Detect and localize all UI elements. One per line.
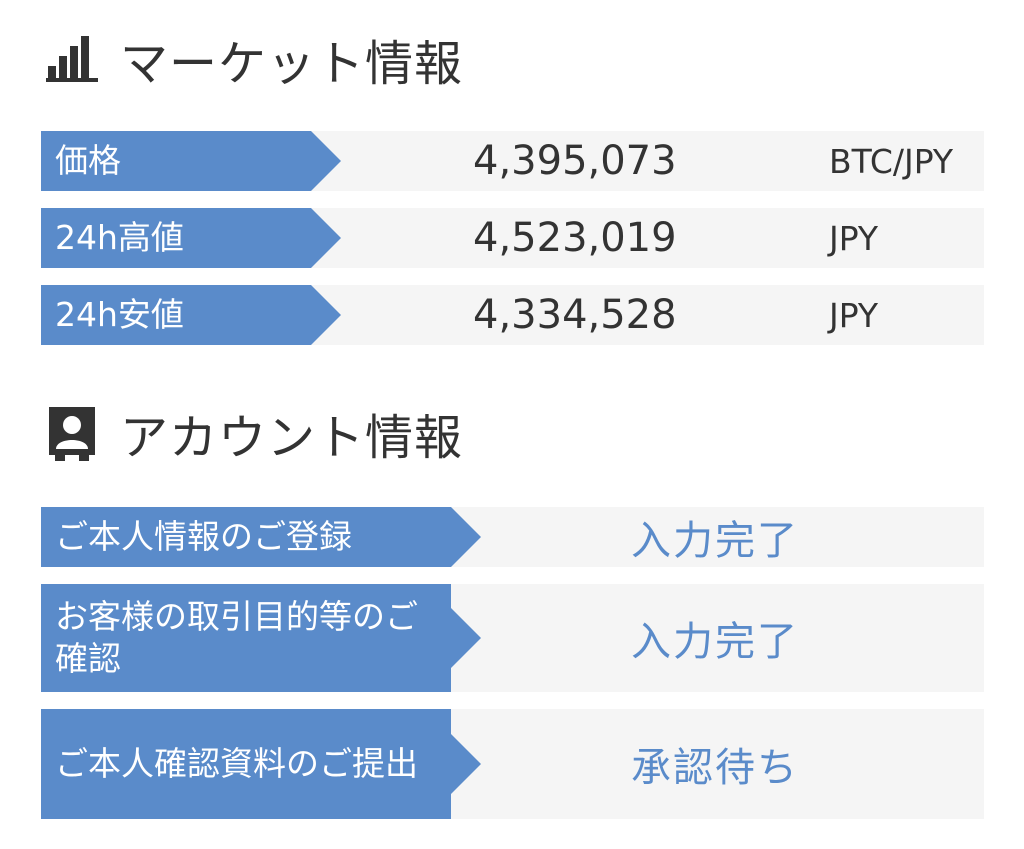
person-id-icon	[44, 405, 100, 461]
account-row-id-documents[interactable]: ご本人確認資料のご提出 承認待ち	[41, 709, 984, 819]
status-label: 入力完了	[631, 518, 799, 564]
price-value: 4,395,073	[473, 138, 677, 184]
high-unit: JPY	[829, 218, 879, 258]
market-row-24h-low: 24h安値 4,334,528 JPY	[41, 285, 984, 345]
row-label: 価格	[41, 131, 341, 191]
row-label: ご本人確認資料のご提出	[41, 709, 481, 819]
status-label: 承認待ち	[631, 745, 799, 791]
account-section-header: アカウント情報	[44, 400, 463, 466]
row-label: お客様の取引目的等のご確認	[41, 584, 481, 692]
status-label: 入力完了	[631, 619, 799, 665]
account-row-trade-purpose[interactable]: お客様の取引目的等のご確認 入力完了	[41, 584, 984, 692]
account-title: アカウント情報	[120, 410, 464, 466]
price-unit: BTC/JPY	[829, 141, 954, 181]
high-value: 4,523,019	[473, 215, 677, 261]
market-row-24h-high: 24h高値 4,523,019 JPY	[41, 208, 984, 268]
market-row-price: 価格 4,395,073 BTC/JPY	[41, 131, 984, 191]
market-section-header: マーケット情報	[44, 26, 463, 92]
low-value: 4,334,528	[473, 292, 677, 338]
low-unit: JPY	[829, 295, 879, 335]
bar-chart-icon	[44, 31, 100, 87]
row-label: ご本人情報のご登録	[41, 507, 481, 567]
row-label: 24h安値	[41, 285, 341, 345]
market-title: マーケット情報	[120, 36, 464, 92]
account-row-personal-info[interactable]: ご本人情報のご登録 入力完了	[41, 507, 984, 567]
row-label: 24h高値	[41, 208, 341, 268]
